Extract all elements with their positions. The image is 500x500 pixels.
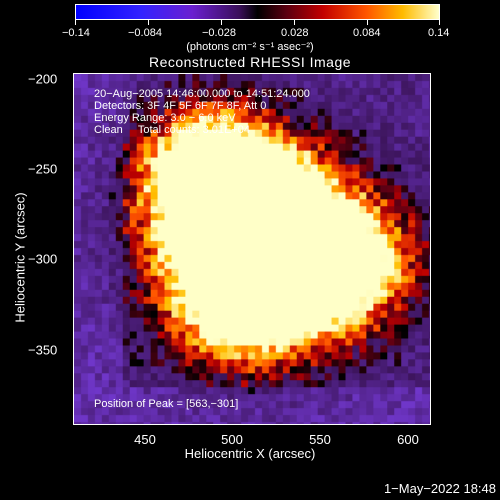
colorbar-tick-label: 0.14	[428, 27, 450, 39]
info-detectors: Detectors: 3F 4F 5F 6F 7F 8F, Att 0	[94, 100, 267, 112]
y-tick-label: −200	[28, 71, 58, 87]
x-tick-label: 500	[221, 432, 243, 447]
x-tick-label: 550	[309, 432, 331, 447]
colorbar-tick	[294, 20, 295, 25]
info-clean: Clean Total counts: 3.01E+04	[94, 124, 251, 136]
plot-area: 20−Aug−2005 14:46:00.000 to 14:51:24.000…	[73, 73, 431, 425]
colorbar-tick-label: −0.14	[62, 27, 90, 39]
y-tick-label: −350	[28, 342, 58, 358]
colorbar-tick	[148, 20, 149, 25]
colorbar-units: (photons cm⁻² s⁻¹ asec⁻²)	[186, 41, 314, 53]
plot-title: Reconstructed RHESSI Image	[148, 54, 352, 70]
colorbar-tick-label: −0.028	[202, 27, 236, 39]
colorbar-tick	[439, 20, 440, 25]
colorbar-tick-label: −0.084	[128, 27, 162, 39]
y-tick-label: −300	[28, 251, 58, 267]
info-time: 20−Aug−2005 14:46:00.000 to 14:51:24.000	[94, 88, 310, 100]
heatmap-image	[74, 74, 430, 424]
colorbar-tick	[367, 20, 368, 25]
y-axis-label: Heliocentric Y (arcsec)	[12, 192, 28, 323]
colorbar-tick	[221, 20, 222, 25]
x-tick-label: 450	[134, 432, 156, 447]
x-axis-label: Heliocentric X (arcsec)	[184, 446, 316, 461]
x-tick-label: 600	[397, 432, 419, 447]
colorbar	[75, 4, 440, 20]
y-tick-label: −250	[28, 161, 58, 177]
colorbar-tick	[75, 20, 76, 25]
peak-position: Position of Peak = [563,−301]	[94, 398, 239, 410]
info-energy: Energy Range: 3.0 − 6.0 keV	[94, 112, 236, 124]
colorbar-tick-label: 0.084	[353, 27, 381, 39]
timestamp: 1−May−2022 18:48	[383, 481, 496, 496]
colorbar-tick-label: 0.028	[281, 27, 309, 39]
